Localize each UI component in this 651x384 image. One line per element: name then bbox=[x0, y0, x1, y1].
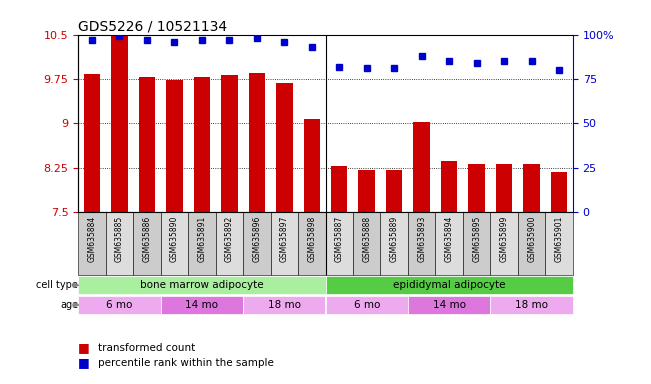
Text: ■: ■ bbox=[78, 341, 90, 354]
Bar bbox=[83, 74, 100, 212]
Text: 14 mo: 14 mo bbox=[433, 300, 465, 310]
Text: age: age bbox=[60, 300, 78, 310]
Bar bbox=[326, 212, 353, 275]
Bar bbox=[546, 212, 573, 275]
Bar bbox=[496, 164, 512, 212]
Bar bbox=[523, 164, 540, 212]
Bar bbox=[243, 212, 271, 275]
Bar bbox=[111, 36, 128, 212]
Bar bbox=[380, 212, 408, 275]
Bar bbox=[551, 172, 568, 212]
Bar bbox=[326, 296, 408, 314]
Text: 18 mo: 18 mo bbox=[515, 300, 548, 310]
Text: percentile rank within the sample: percentile rank within the sample bbox=[98, 358, 273, 368]
Bar bbox=[78, 212, 105, 275]
Text: GSM635888: GSM635888 bbox=[362, 215, 371, 262]
Bar bbox=[303, 119, 320, 212]
Text: epididymal adipocyte: epididymal adipocyte bbox=[393, 280, 505, 290]
Bar bbox=[331, 166, 348, 212]
Bar bbox=[490, 296, 573, 314]
Text: GSM635885: GSM635885 bbox=[115, 215, 124, 262]
Bar bbox=[166, 79, 182, 212]
Bar bbox=[243, 296, 326, 314]
Text: GSM635884: GSM635884 bbox=[87, 215, 96, 262]
Text: GSM635891: GSM635891 bbox=[197, 215, 206, 262]
Text: cell type: cell type bbox=[36, 280, 78, 290]
Text: ■: ■ bbox=[78, 356, 90, 369]
Bar bbox=[78, 276, 326, 294]
Text: GSM635899: GSM635899 bbox=[500, 215, 508, 262]
Bar bbox=[105, 212, 133, 275]
Text: GSM635892: GSM635892 bbox=[225, 215, 234, 262]
Bar bbox=[436, 212, 463, 275]
Text: GSM635893: GSM635893 bbox=[417, 215, 426, 262]
Bar bbox=[386, 170, 402, 212]
Text: transformed count: transformed count bbox=[98, 343, 195, 353]
Text: GSM635895: GSM635895 bbox=[472, 215, 481, 262]
Bar bbox=[463, 212, 490, 275]
Text: GSM635889: GSM635889 bbox=[390, 215, 398, 262]
Bar bbox=[469, 164, 485, 212]
Bar bbox=[161, 296, 243, 314]
Bar bbox=[326, 276, 573, 294]
Text: bone marrow adipocyte: bone marrow adipocyte bbox=[140, 280, 264, 290]
Text: 18 mo: 18 mo bbox=[268, 300, 301, 310]
Bar bbox=[133, 212, 161, 275]
Bar bbox=[298, 212, 326, 275]
Bar bbox=[221, 75, 238, 212]
Bar bbox=[518, 212, 546, 275]
Bar bbox=[408, 212, 436, 275]
Bar bbox=[193, 77, 210, 212]
Text: GSM635898: GSM635898 bbox=[307, 215, 316, 262]
Bar bbox=[276, 83, 292, 212]
Text: 6 mo: 6 mo bbox=[353, 300, 380, 310]
Bar bbox=[215, 212, 243, 275]
Text: GSM635894: GSM635894 bbox=[445, 215, 454, 262]
Bar bbox=[249, 73, 265, 212]
Text: 14 mo: 14 mo bbox=[186, 300, 218, 310]
Bar bbox=[78, 296, 161, 314]
Bar bbox=[490, 212, 518, 275]
Bar bbox=[413, 122, 430, 212]
Text: GSM635896: GSM635896 bbox=[253, 215, 261, 262]
Text: GSM635901: GSM635901 bbox=[555, 215, 564, 262]
Bar bbox=[271, 212, 298, 275]
Bar bbox=[408, 296, 490, 314]
Bar bbox=[353, 212, 380, 275]
Bar bbox=[441, 161, 458, 212]
Text: GSM635890: GSM635890 bbox=[170, 215, 179, 262]
Text: GSM635886: GSM635886 bbox=[143, 215, 151, 262]
Bar bbox=[188, 212, 215, 275]
Text: 6 mo: 6 mo bbox=[106, 300, 133, 310]
Bar bbox=[359, 170, 375, 212]
Text: GSM635887: GSM635887 bbox=[335, 215, 344, 262]
Text: GDS5226 / 10521134: GDS5226 / 10521134 bbox=[78, 20, 227, 33]
Text: GSM635897: GSM635897 bbox=[280, 215, 289, 262]
Bar bbox=[139, 77, 155, 212]
Text: GSM635900: GSM635900 bbox=[527, 215, 536, 262]
Bar bbox=[161, 212, 188, 275]
